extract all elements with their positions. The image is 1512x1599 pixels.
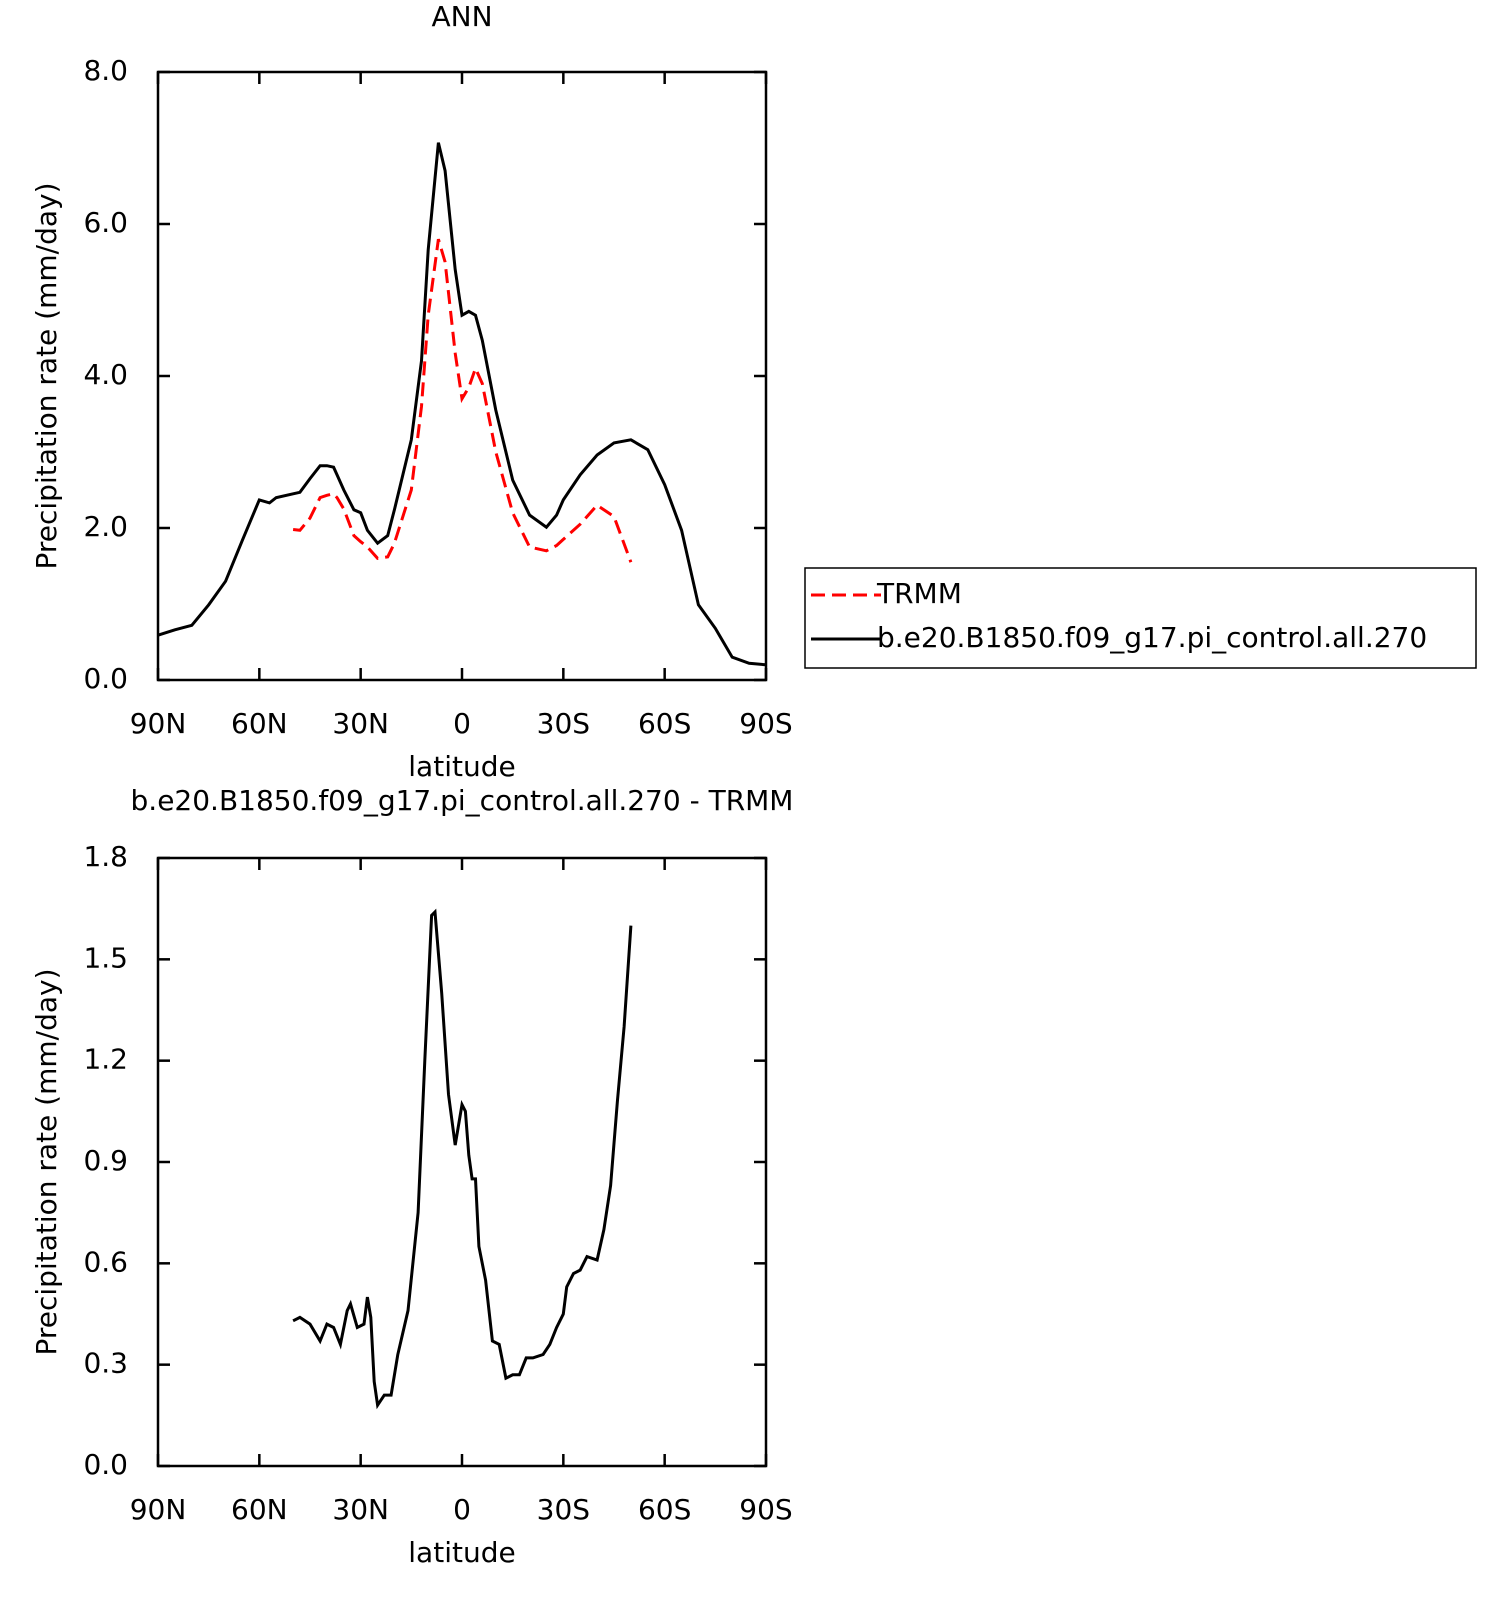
x-tick-label: 0 [453, 707, 471, 740]
x-axis-label: latitude [408, 750, 515, 783]
x-tick-label: 0 [453, 1493, 471, 1526]
x-tick-label: 60N [231, 1493, 288, 1526]
y-axis-label: Precipitation rate (mm/day) [30, 182, 63, 569]
plot-frame [156, 70, 768, 682]
chart-title: b.e20.B1850.f09_g17.pi_control.all.270 -… [131, 784, 794, 817]
x-tick-label: 30N [332, 707, 389, 740]
y-tick-label: 1.8 [83, 840, 128, 873]
x-tick-label: 90S [739, 707, 792, 740]
y-tick-label: 1.5 [83, 941, 128, 974]
chart-title: ANN [431, 0, 492, 33]
x-tick-label: 30N [332, 1493, 389, 1526]
y-tick-label: 0.9 [83, 1144, 128, 1177]
x-tick-label: 90N [130, 1493, 187, 1526]
y-tick-label: 2.0 [83, 510, 128, 543]
series-line [292, 908, 633, 1410]
x-tick-label: 60S [638, 1493, 691, 1526]
y-axis-label: Precipitation rate (mm/day) [30, 968, 63, 1355]
y-tick-label: 0.3 [83, 1347, 128, 1380]
legend-label: TRMM [876, 577, 962, 610]
x-tick-label: 90S [739, 1493, 792, 1526]
x-tick-label: 60N [231, 707, 288, 740]
y-tick-label: 4.0 [83, 358, 128, 391]
legend-box [804, 567, 1477, 669]
y-tick-label: 0.0 [83, 662, 128, 695]
series-line [292, 238, 633, 563]
y-tick-label: 0.6 [83, 1245, 128, 1278]
legend-label: b.e20.B1850.f09_g17.pi_control.all.270 [877, 621, 1427, 654]
y-tick-label: 8.0 [83, 54, 128, 87]
plot-frame [156, 856, 768, 1468]
x-axis-label: latitude [408, 1536, 515, 1569]
y-tick-label: 0.0 [83, 1448, 128, 1481]
x-tick-label: 30S [537, 707, 590, 740]
x-tick-label: 90N [130, 707, 187, 740]
series-line [157, 142, 767, 667]
x-tick-label: 30S [537, 1493, 590, 1526]
y-tick-label: 6.0 [83, 206, 128, 239]
x-tick-label: 60S [638, 707, 691, 740]
y-tick-label: 1.2 [83, 1043, 128, 1076]
